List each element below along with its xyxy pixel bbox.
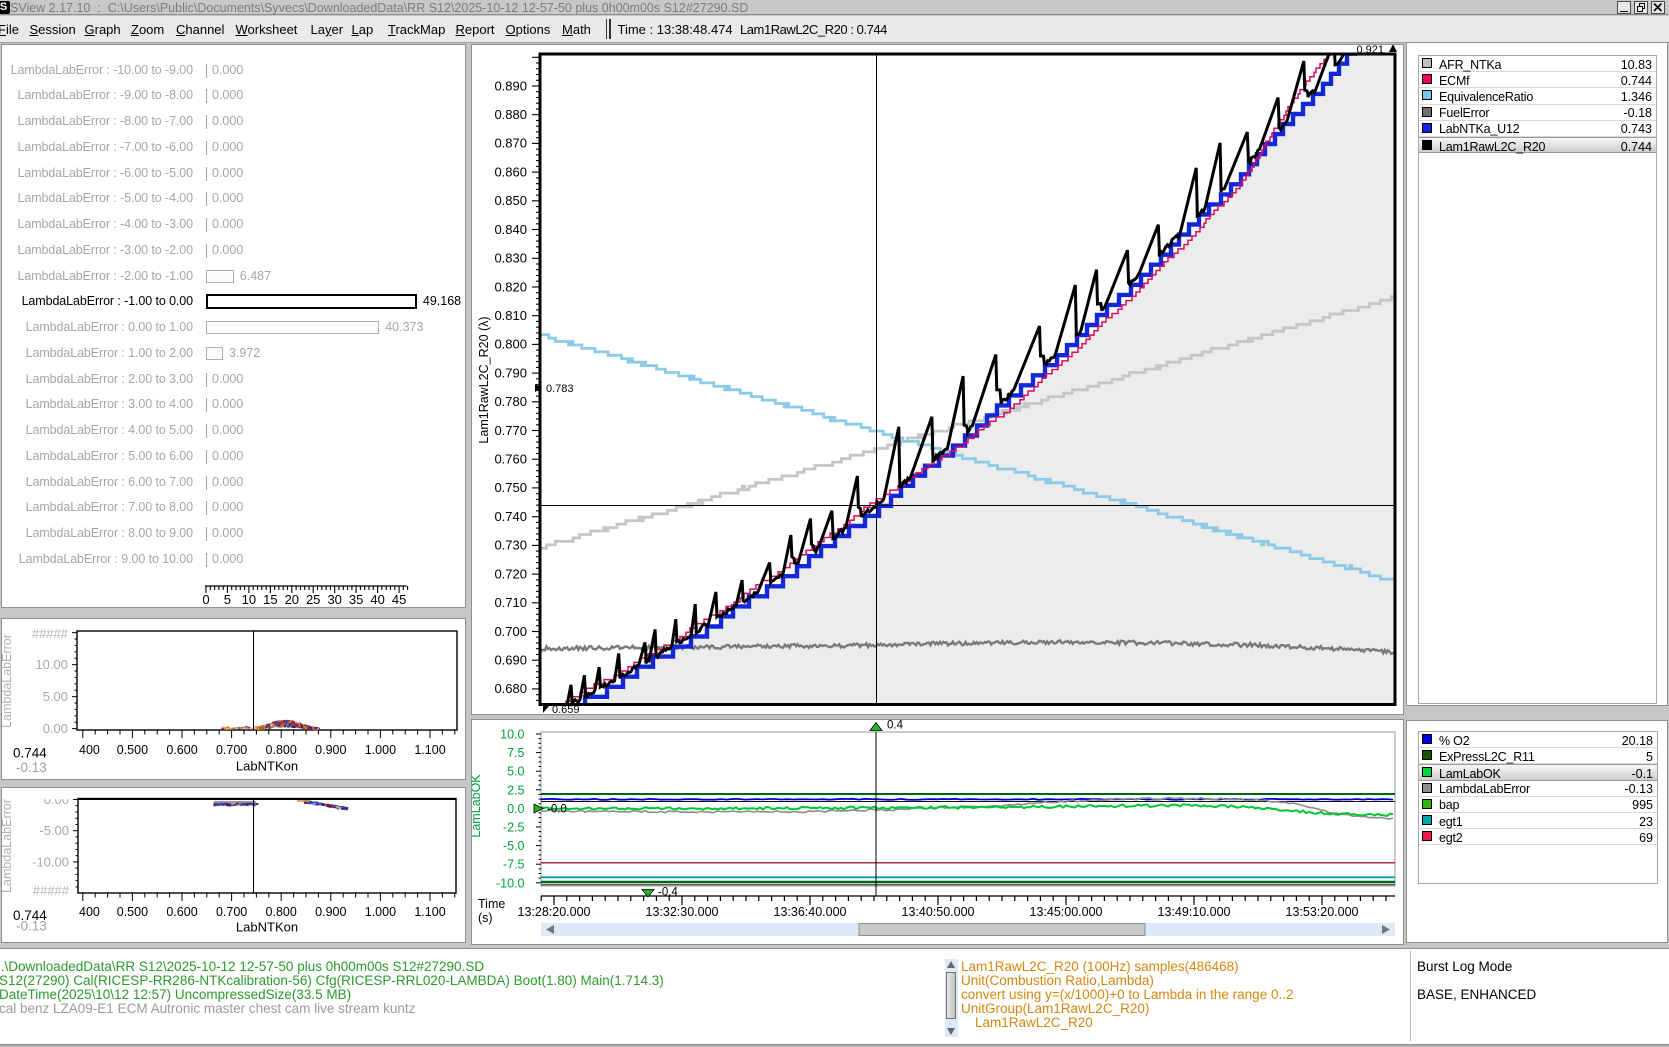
svg-text:0.890: 0.890 <box>494 78 527 93</box>
svg-text:0.700: 0.700 <box>216 905 247 919</box>
svg-text:-0.4: -0.4 <box>658 887 678 899</box>
svg-text:0.820: 0.820 <box>494 279 527 294</box>
svg-text:7.5: 7.5 <box>507 746 524 760</box>
svg-text:13:49:10.000: 13:49:10.000 <box>1158 905 1231 919</box>
svg-text:0.900: 0.900 <box>315 905 346 919</box>
svg-text:0.680: 0.680 <box>494 681 527 696</box>
svg-text:Lam1RawL2C_R20 (λ): Lam1RawL2C_R20 (λ) <box>477 316 491 443</box>
svg-text:5: 5 <box>224 592 231 607</box>
svg-text:0.690: 0.690 <box>494 653 527 668</box>
svg-text:1.000: 1.000 <box>365 905 396 919</box>
svg-text:0.600: 0.600 <box>166 743 197 757</box>
svg-text:-10.00: -10.00 <box>32 854 69 869</box>
svg-text:#####: ##### <box>33 883 70 898</box>
svg-text:-0.13: -0.13 <box>16 919 47 934</box>
svg-text:0.783: 0.783 <box>546 383 574 395</box>
svg-text:5.00: 5.00 <box>43 689 68 704</box>
svg-text:0.900: 0.900 <box>315 743 346 757</box>
svg-text:0.700: 0.700 <box>494 624 527 639</box>
svg-text:1.100: 1.100 <box>414 743 445 757</box>
svg-text:13:40:50.000: 13:40:50.000 <box>902 905 975 919</box>
svg-text:2.5: 2.5 <box>507 783 524 797</box>
svg-text:-5.0: -5.0 <box>503 839 525 853</box>
svg-text:0.830: 0.830 <box>494 251 527 266</box>
svg-text:0.800: 0.800 <box>494 337 527 352</box>
svg-text:1.000: 1.000 <box>365 743 396 757</box>
svg-text:0.720: 0.720 <box>494 566 527 581</box>
svg-text:0.870: 0.870 <box>494 136 527 151</box>
svg-text:10: 10 <box>242 592 256 607</box>
svg-text:LabNTKon: LabNTKon <box>236 759 298 774</box>
svg-text:0.00: 0.00 <box>44 792 69 807</box>
svg-text:0.790: 0.790 <box>494 365 527 380</box>
svg-text:0.710: 0.710 <box>494 595 527 610</box>
svg-text:-2.5: -2.5 <box>503 821 525 835</box>
svg-text:-10.0: -10.0 <box>496 876 525 890</box>
svg-text:LambdaLabError: LambdaLabError <box>2 634 14 728</box>
svg-text:10.00: 10.00 <box>35 657 68 672</box>
svg-text:0.750: 0.750 <box>494 480 527 495</box>
svg-text:-5.00: -5.00 <box>39 823 69 838</box>
svg-text:0.600: 0.600 <box>166 905 197 919</box>
svg-text:1.100: 1.100 <box>414 905 445 919</box>
svg-text:(s): (s) <box>478 911 493 925</box>
svg-text:13:53:20.000: 13:53:20.000 <box>1286 905 1359 919</box>
svg-text:0.659: 0.659 <box>552 704 580 715</box>
svg-text:0.500: 0.500 <box>117 743 148 757</box>
svg-text:0.700: 0.700 <box>216 743 247 757</box>
svg-text:0.500: 0.500 <box>117 905 148 919</box>
svg-text:-0.0: -0.0 <box>547 804 567 816</box>
svg-text:45: 45 <box>392 592 406 607</box>
svg-text:0.740: 0.740 <box>494 509 527 524</box>
svg-text:#####: ##### <box>32 626 69 641</box>
svg-text:30: 30 <box>327 592 341 607</box>
svg-text:0.860: 0.860 <box>494 164 527 179</box>
svg-text:0.800: 0.800 <box>266 743 297 757</box>
svg-text:13:28:20.000: 13:28:20.000 <box>518 905 591 919</box>
svg-text:-7.5: -7.5 <box>503 858 525 872</box>
svg-text:-0.13: -0.13 <box>16 760 47 775</box>
svg-text:15: 15 <box>263 592 277 607</box>
svg-text:35: 35 <box>349 592 363 607</box>
svg-text:0.921: 0.921 <box>1356 45 1384 56</box>
svg-text:13:45:00.000: 13:45:00.000 <box>1030 905 1103 919</box>
svg-text:0.810: 0.810 <box>494 308 527 323</box>
svg-text:10.0: 10.0 <box>500 728 524 742</box>
svg-text:LabNTKon: LabNTKon <box>236 920 298 935</box>
svg-text:0.4: 0.4 <box>887 720 904 732</box>
svg-text:0.744: 0.744 <box>13 908 47 923</box>
svg-text:20: 20 <box>285 592 299 607</box>
svg-text:0.780: 0.780 <box>494 394 527 409</box>
svg-text:Time: Time <box>478 897 505 911</box>
svg-text:0.840: 0.840 <box>494 222 527 237</box>
svg-text:13:32:30.000: 13:32:30.000 <box>646 905 719 919</box>
svg-text:0.850: 0.850 <box>494 193 527 208</box>
svg-text:5.0: 5.0 <box>507 765 524 779</box>
svg-text:0.744: 0.744 <box>13 746 47 761</box>
svg-text:0.0: 0.0 <box>507 802 524 816</box>
svg-text:0.00: 0.00 <box>43 721 68 736</box>
svg-text:LambdaLabError: LambdaLabError <box>2 799 14 893</box>
svg-text:0.730: 0.730 <box>494 538 527 553</box>
svg-text:LamLabOK: LamLabOK <box>472 774 483 838</box>
svg-text:0.800: 0.800 <box>266 905 297 919</box>
svg-text:0.760: 0.760 <box>494 452 527 467</box>
svg-text:0.880: 0.880 <box>494 107 527 122</box>
svg-text:400: 400 <box>79 743 100 757</box>
svg-text:40: 40 <box>370 592 384 607</box>
svg-text:0: 0 <box>202 592 209 607</box>
svg-text:25: 25 <box>306 592 320 607</box>
svg-text:400: 400 <box>79 905 100 919</box>
svg-text:0.770: 0.770 <box>494 423 527 438</box>
svg-text:13:36:40.000: 13:36:40.000 <box>774 905 847 919</box>
